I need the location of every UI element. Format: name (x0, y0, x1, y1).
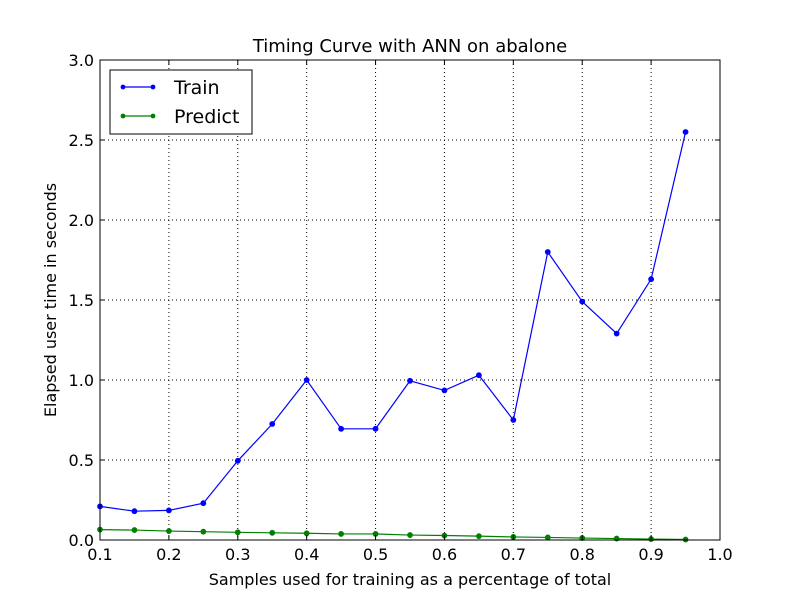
train-series-line (99, 131, 687, 512)
x-tick-label: 0.7 (501, 545, 526, 564)
train-data-point (131, 508, 138, 515)
y-tick-label: 2.5 (69, 131, 94, 150)
series-lines (97, 129, 689, 543)
x-tick-label: 0.3 (225, 545, 250, 564)
predict-data-point (407, 532, 413, 538)
predict-data-point (131, 527, 138, 533)
train-data-point (579, 298, 586, 305)
predict-data-point (269, 529, 276, 536)
train-data-point (234, 457, 241, 464)
predict-legend-marker (120, 113, 126, 119)
tick-labels: 0.1 0.2 0.3 0.4 0.5 0.6 0.7 0.8 0.9 1.0 0.0 0.5 1.0 1… (69, 51, 733, 564)
train-data-point (613, 330, 620, 337)
train-data-point (338, 425, 345, 432)
train-data-point (544, 249, 551, 255)
x-tick-label: 0.1 (87, 545, 112, 564)
x-tick-label: 0.6 (432, 545, 457, 564)
train-data-point (372, 425, 379, 432)
train-legend-marker (120, 84, 126, 90)
train-data-point (441, 387, 448, 394)
x-axis-label: Samples used for training as a percentag… (209, 570, 612, 589)
train-data-point (475, 372, 482, 379)
y-axis-label: Elapsed user time in seconds (41, 183, 60, 417)
axis-ticks (99, 59, 721, 541)
train-data-point (269, 421, 276, 427)
chart-title: Timing Curve with ANN on abalone (252, 36, 567, 57)
x-tick-label: 0.9 (638, 545, 663, 564)
predict-data-point (303, 530, 310, 537)
train-data-point (648, 276, 655, 283)
train-data-point (407, 377, 413, 384)
x-tick-label: 1.0 (707, 545, 732, 564)
predict-data-point (475, 533, 482, 540)
y-tick-label: 1.5 (69, 291, 94, 310)
predict-legend-label: Predict (174, 106, 239, 128)
predict-data-point (165, 528, 172, 534)
train-legend-label: Train (173, 77, 220, 99)
train-data-point (682, 129, 689, 135)
train-legend-marker (150, 84, 156, 90)
predict-data-point (338, 531, 345, 537)
train-data-point (165, 507, 172, 514)
predict-data-point (200, 528, 207, 535)
x-tick-label: 0.2 (156, 545, 181, 564)
x-tick-label: 0.8 (569, 545, 594, 564)
y-tick-label: 2.0 (69, 211, 94, 230)
predict-data-point (234, 529, 241, 536)
legend-box (109, 69, 253, 135)
y-tick-label: 0.5 (69, 451, 94, 470)
predict-series-line (99, 529, 686, 541)
train-data-point (510, 417, 517, 423)
x-tick-label: 0.4 (294, 545, 319, 564)
y-tick-label: 1.0 (69, 371, 94, 390)
y-tick-label: 0.0 (69, 531, 94, 550)
legend: Train Predict (109, 69, 253, 135)
y-tick-label: 3.0 (69, 51, 94, 70)
train-data-point (200, 500, 207, 507)
grid-lines (100, 60, 720, 540)
train-data-point (303, 377, 310, 383)
x-tick-label: 0.5 (363, 545, 388, 564)
predict-data-point (544, 534, 551, 541)
predict-legend-marker (150, 113, 156, 119)
